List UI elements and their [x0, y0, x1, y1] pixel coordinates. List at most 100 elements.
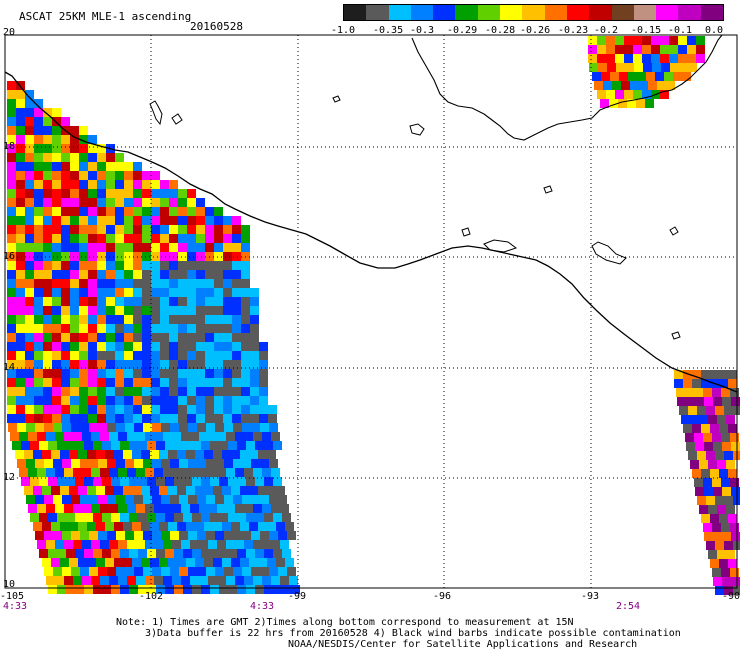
swath-cell: [7, 117, 16, 126]
swath-cell: [84, 585, 93, 594]
swath-cell: [692, 379, 701, 388]
swath-cell: [39, 513, 48, 522]
swath-cell: [79, 153, 88, 162]
swath-cell: [205, 297, 214, 306]
swath-cell: [124, 387, 133, 396]
swath-cell: [71, 495, 80, 504]
swath-cell: [34, 153, 43, 162]
swath-cell: [70, 261, 79, 270]
swath-cell: [255, 549, 264, 558]
swath-cell: [187, 243, 196, 252]
swath-cell: [178, 378, 187, 387]
swath-cell: [123, 558, 132, 567]
swath-cell: [206, 495, 215, 504]
swath-cell: [88, 216, 97, 225]
swath-cell: [603, 81, 612, 90]
swath-cell: [215, 459, 224, 468]
swath-cell: [183, 549, 192, 558]
swath-cell: [25, 360, 34, 369]
swath-cell: [722, 397, 731, 406]
swath-cell: [728, 559, 737, 568]
colorbar-swatch: [700, 5, 724, 20]
swath-cell: [703, 478, 712, 487]
swath-cell: [161, 459, 170, 468]
swath-cell: [124, 315, 133, 324]
swath-cell: [214, 243, 223, 252]
swath-cell: [170, 495, 179, 504]
swath-cell: [124, 333, 133, 342]
swath-cell: [64, 432, 73, 441]
swath-cell: [70, 126, 79, 135]
swath-cell: [25, 108, 34, 117]
swath-cell: [70, 369, 79, 378]
swath-cell: [124, 207, 133, 216]
swath-cell: [115, 261, 124, 270]
swath-cell: [278, 567, 287, 576]
swath-cell: [253, 468, 262, 477]
swath-cell: [259, 414, 268, 423]
swath-cell: [703, 523, 712, 532]
swath-cell: [142, 234, 151, 243]
swath-cell: [96, 486, 105, 495]
swath-cell: [282, 513, 291, 522]
swath-cell: [7, 333, 16, 342]
swath-cell: [116, 459, 125, 468]
swath-cell: [25, 297, 34, 306]
swath-cell: [262, 540, 271, 549]
swath-cell: [16, 162, 25, 171]
swath-cell: [174, 441, 183, 450]
swath-cell: [160, 369, 169, 378]
swath-cell: [262, 468, 271, 477]
swath-cell: [717, 415, 726, 424]
swath-cell: [235, 540, 244, 549]
swath-cell: [124, 162, 133, 171]
swath-cell: [61, 117, 70, 126]
swath-cell: [106, 243, 115, 252]
swath-cell: [151, 243, 160, 252]
swath-cell: [88, 378, 97, 387]
swath-cell: [25, 333, 34, 342]
swath-cell: [624, 36, 633, 45]
swath-cell: [187, 234, 196, 243]
swath-cell: [43, 198, 52, 207]
swath-cell: [219, 477, 228, 486]
swath-cell: [62, 423, 71, 432]
swath-cell: [249, 486, 258, 495]
swath-cell: [79, 126, 88, 135]
swath-cell: [271, 540, 280, 549]
swath-cell: [142, 378, 151, 387]
swath-cell: [53, 459, 62, 468]
swath-cell: [715, 406, 724, 415]
swath-cell: [151, 189, 160, 198]
swath-cell: [170, 459, 179, 468]
swath-cell: [79, 333, 88, 342]
swath-cell: [187, 324, 196, 333]
swath-cell: [34, 252, 43, 261]
swath-cell: [124, 189, 133, 198]
swath-cell: [179, 423, 188, 432]
swath-cell: [606, 90, 615, 99]
swath-cell: [214, 414, 223, 423]
swath-cell: [60, 486, 69, 495]
swath-cell: [16, 333, 25, 342]
swath-cell: [160, 198, 169, 207]
swath-cell: [250, 378, 259, 387]
swath-cell: [187, 252, 196, 261]
footnote-line-1: Note: 1) Times are GMT 2)Times along bot…: [116, 617, 574, 628]
swath-cell: [142, 189, 151, 198]
swath-cell: [224, 459, 233, 468]
swath-cell: [124, 396, 133, 405]
swath-cell: [136, 540, 145, 549]
swath-cell: [109, 468, 118, 477]
swath-cell: [44, 423, 53, 432]
swath-cell: [730, 568, 739, 577]
swath-cell: [205, 387, 214, 396]
swath-cell: [132, 558, 141, 567]
swath-cell: [34, 297, 43, 306]
swath-cell: [61, 306, 70, 315]
swath-cell: [201, 441, 210, 450]
swath-cell: [34, 360, 43, 369]
colorbar-swatch: [566, 5, 590, 20]
swath-cell: [97, 351, 106, 360]
swath-cell: [692, 370, 701, 379]
